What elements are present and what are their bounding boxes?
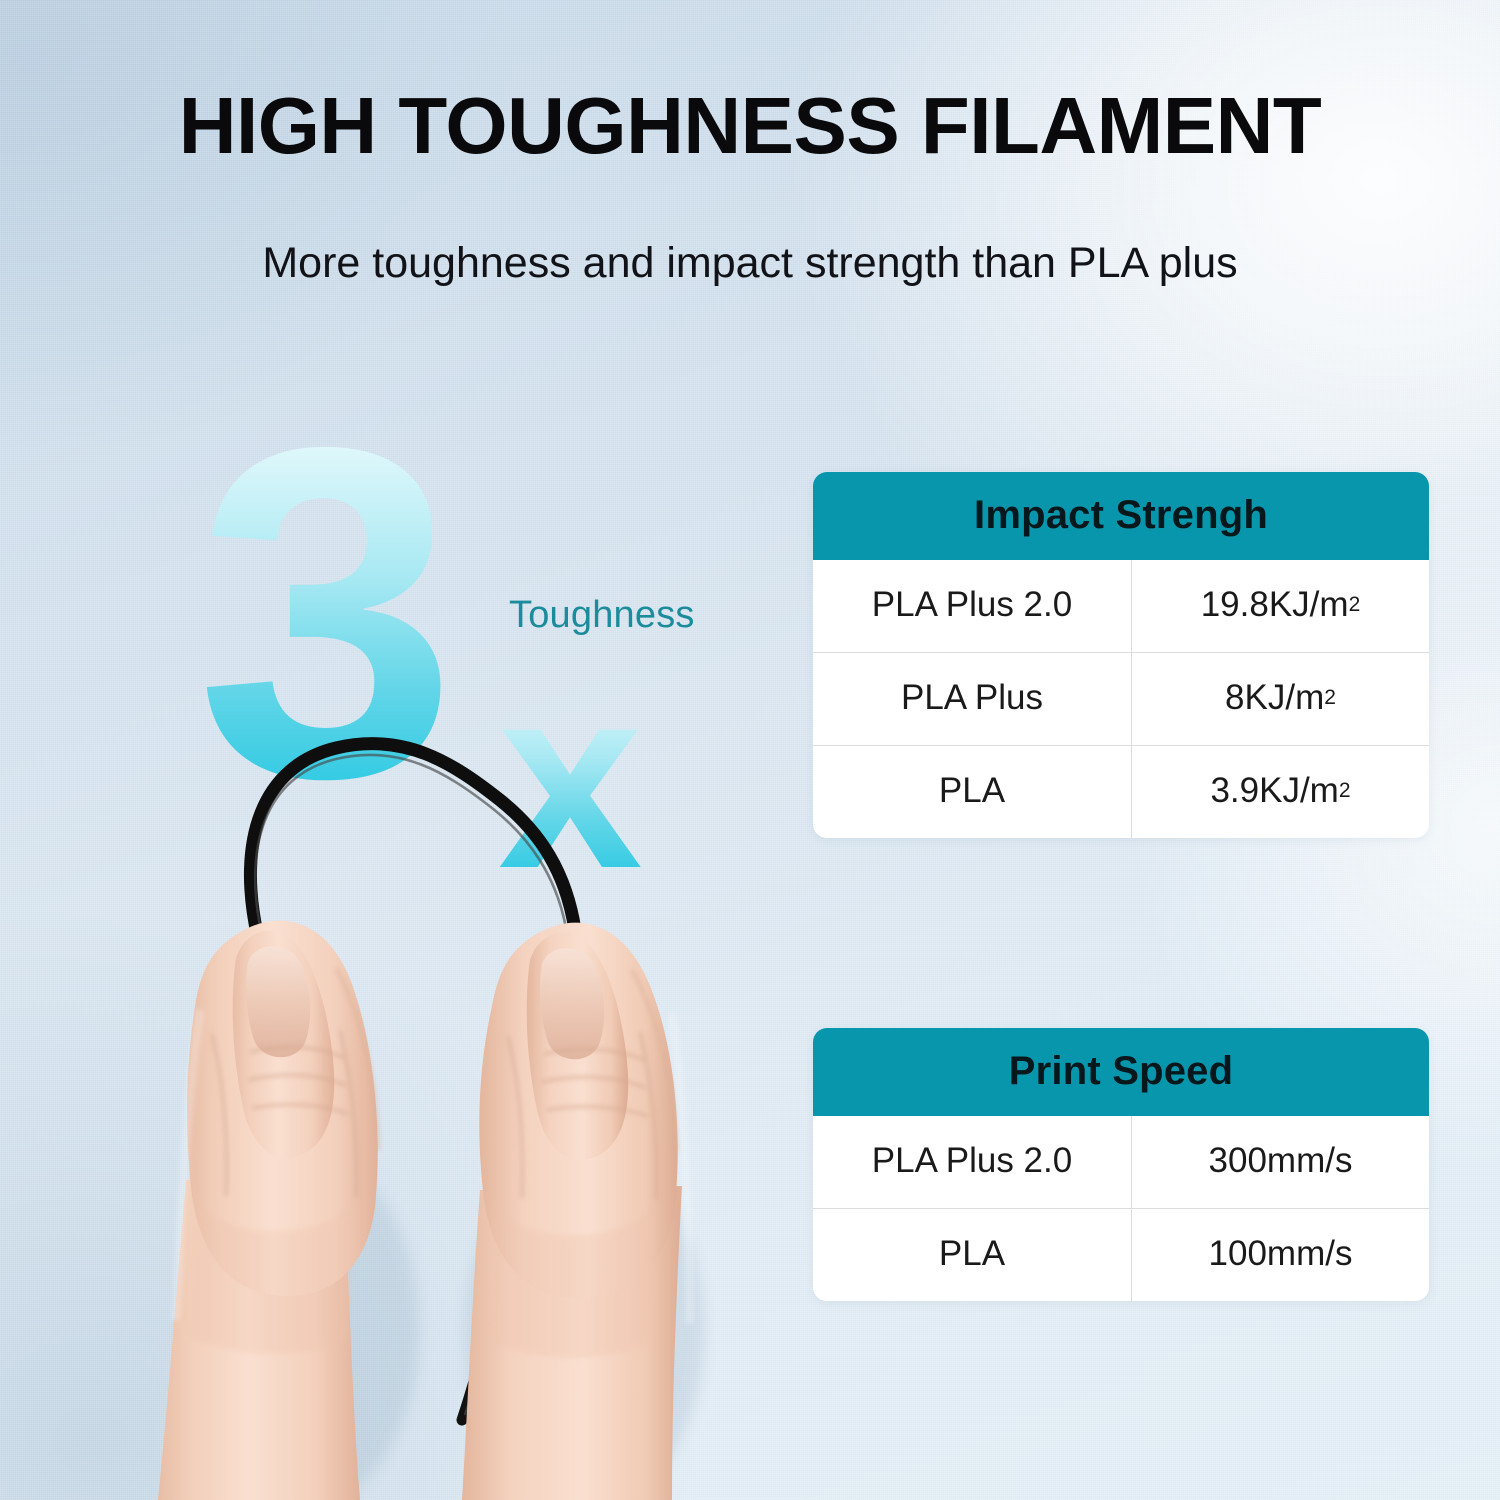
material-value: 8KJ/m 2 [1225, 678, 1336, 717]
hero-multiplier-suffix: x [498, 633, 643, 923]
impact-strength-table: Impact Strengh PLA Plus 2.0 19.8KJ/m 2 PL… [813, 472, 1429, 838]
material-value: 3.9KJ/m 2 [1210, 771, 1351, 810]
table-row: PLA 100mm/s [813, 1208, 1429, 1301]
table-row: PLA Plus 8KJ/m 2 [813, 652, 1429, 745]
table-row: PLA Plus 2.0 19.8KJ/m 2 [813, 560, 1429, 652]
left-hand [158, 920, 380, 1500]
material-name: PLA [813, 1209, 1132, 1301]
page-title: HIGH TOUGHNESS FILAMENT [178, 81, 1322, 170]
material-value-text: 8KJ/m [1225, 678, 1325, 717]
material-name: PLA Plus 2.0 [813, 1116, 1132, 1208]
print-speed-table-body: PLA Plus 2.0 300mm/s PLA 100mm/s [813, 1116, 1429, 1301]
filament-tails [300, 1134, 507, 1426]
page-subtitle: More toughness and impact strength than … [262, 239, 1238, 287]
hero-multiplier-number: 3 [196, 350, 457, 875]
impact-strength-table-body: PLA Plus 2.0 19.8KJ/m 2 PLA Plus 8KJ/m 2 P… [813, 560, 1429, 838]
material-value-text: 19.8KJ/m [1200, 585, 1349, 624]
material-value: 300mm/s [1208, 1141, 1353, 1180]
print-speed-table-header: Print Speed [813, 1028, 1429, 1116]
material-name: PLA Plus [813, 653, 1132, 745]
table-row: PLA 3.9KJ/m 2 [813, 745, 1429, 838]
material-value: 100mm/s [1208, 1234, 1353, 1273]
print-speed-table: Print Speed PLA Plus 2.0 300mm/s PLA 100… [813, 1028, 1429, 1301]
material-name: PLA Plus 2.0 [813, 560, 1132, 652]
impact-strength-table-header: Impact Strengh [813, 472, 1429, 560]
right-hand [462, 922, 695, 1500]
material-value: 19.8KJ/m 2 [1200, 585, 1361, 624]
hands-drop-shadow [180, 1150, 705, 1500]
table-row: PLA Plus 2.0 300mm/s [813, 1116, 1429, 1208]
material-name: PLA [813, 746, 1132, 838]
material-value-text: 3.9KJ/m [1210, 771, 1339, 810]
hero-metric-label: Toughness [509, 594, 695, 636]
